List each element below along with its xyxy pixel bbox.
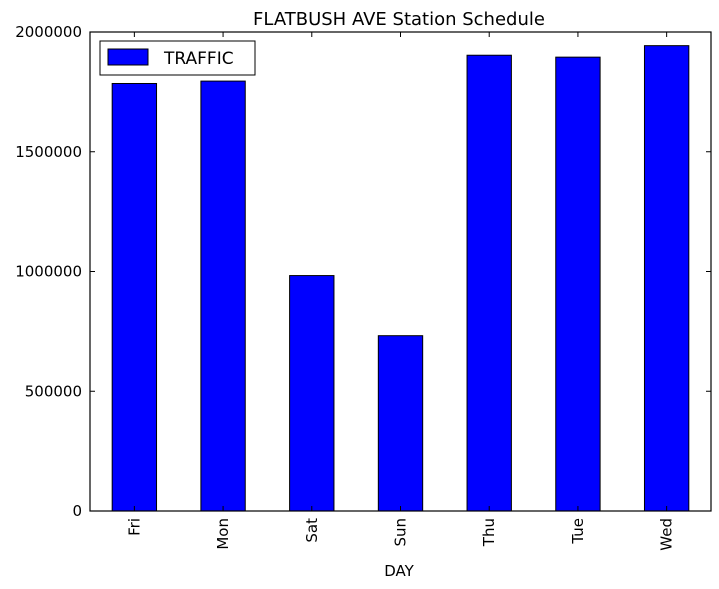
chart-title: FLATBUSH AVE Station Schedule: [253, 9, 545, 30]
x-tick-label-tue: Tue: [569, 518, 587, 545]
plot-area-frame: [89, 31, 712, 512]
x-tick-label-sat: Sat: [303, 518, 321, 543]
x-tick-label-sun: Sun: [392, 518, 410, 547]
y-tick-label: 1000000: [15, 263, 82, 281]
x-axis-label: DAY: [384, 562, 414, 580]
bars-group: [111, 45, 690, 512]
legend-swatch: [107, 48, 149, 66]
y-tick-label: 1500000: [15, 143, 82, 161]
x-tick-label-mon: Mon: [214, 518, 232, 550]
bar-fri: [111, 82, 158, 512]
y-tick-label: 2000000: [15, 23, 82, 41]
x-tick-label-wed: Wed: [658, 518, 676, 551]
x-tick-label-thu: Thu: [480, 518, 498, 547]
bar-sun: [377, 335, 424, 512]
legend-label-traffic: TRAFFIC: [163, 49, 234, 69]
bar-sat: [289, 275, 335, 512]
y-ticks-group: 0 500000 1000000 1500000 2000000: [15, 23, 711, 520]
bar-wed: [643, 45, 690, 512]
legend: TRAFFIC: [99, 40, 256, 76]
x-ticks-group: Fri Mon Sat Sun Thu Tue Wed: [125, 32, 676, 551]
bar-mon: [200, 80, 246, 512]
y-tick-label: 500000: [25, 382, 82, 400]
bar-thu: [466, 54, 512, 512]
bar-tue: [555, 56, 601, 512]
x-tick-label-fri: Fri: [125, 518, 143, 536]
y-tick-label: 0: [72, 502, 82, 520]
